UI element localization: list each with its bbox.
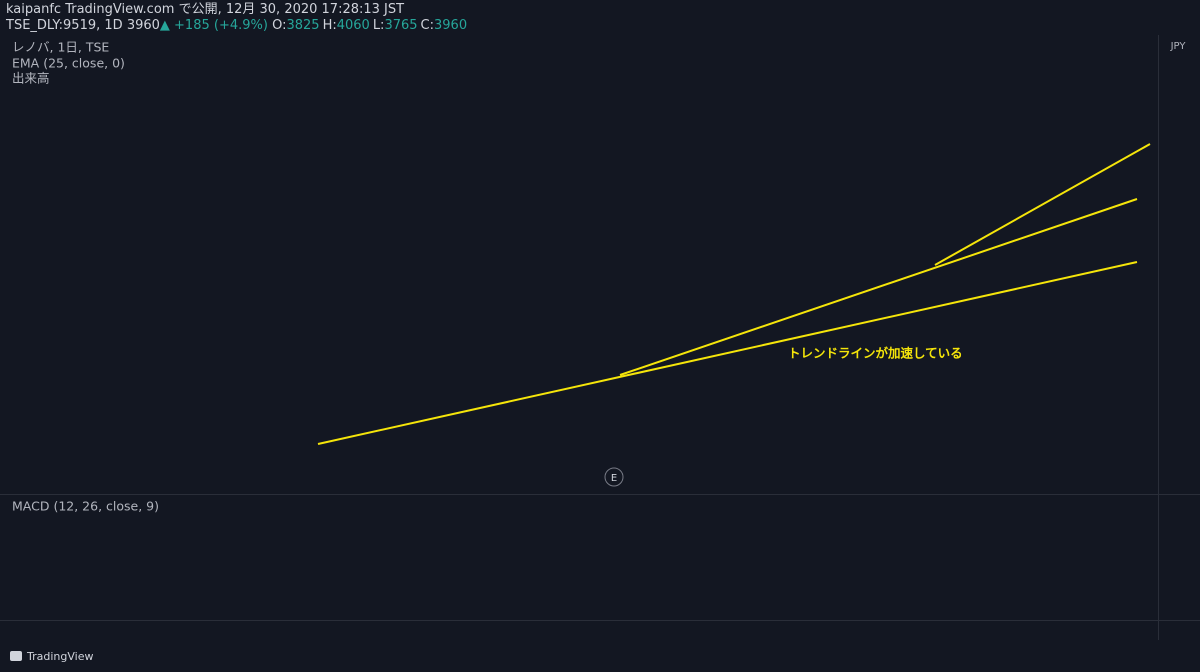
trend-line — [934, 143, 1151, 266]
ohlc-key: O: — [272, 18, 287, 33]
ohlc-key: H: — [322, 18, 337, 33]
ohlc-value: 3960 — [434, 18, 468, 33]
earnings-marker — [604, 467, 624, 487]
ohlc-value: 3765 — [384, 18, 418, 33]
legend-entry: EMA (25, close, 0) — [12, 56, 125, 71]
ohlc-value: 4060 — [336, 18, 370, 33]
change: ▲ +185 (+4.9%) — [159, 18, 268, 33]
axis-unit: JPY — [1170, 41, 1187, 52]
earnings-marker-label: E — [611, 473, 617, 484]
ohlc-value: 3825 — [286, 18, 320, 33]
trend-line — [317, 261, 1138, 445]
ohlc: O:3825 H:4060 L:3765 C:3960 — [272, 18, 467, 33]
footer-label: TradingView — [26, 650, 93, 663]
header-line: TSE_DLY:9519, 1D 3960▲ +185 (+4.9%) O:38… — [6, 18, 467, 34]
header: kaipanfc TradingView.com で公開, 12月 30, 20… — [6, 2, 467, 34]
header-line: kaipanfc TradingView.com で公開, 12月 30, 20… — [6, 2, 405, 17]
ohlc-key: C: — [420, 18, 434, 33]
legend-title: レノバ, 1日, TSE — [12, 40, 109, 55]
last-price: 3960 — [126, 18, 160, 33]
footer-logo — [10, 651, 22, 661]
ohlc-key: L: — [372, 18, 385, 33]
symbol: TSE_DLY:9519, 1D — [6, 18, 123, 33]
legend-entry: 出来高 — [12, 71, 50, 86]
macd-title: MACD (12, 26, close, 9) — [12, 499, 159, 514]
footer — [0, 640, 1200, 672]
annotation: トレンドラインが加速している — [788, 346, 963, 361]
trend-line — [619, 198, 1138, 376]
